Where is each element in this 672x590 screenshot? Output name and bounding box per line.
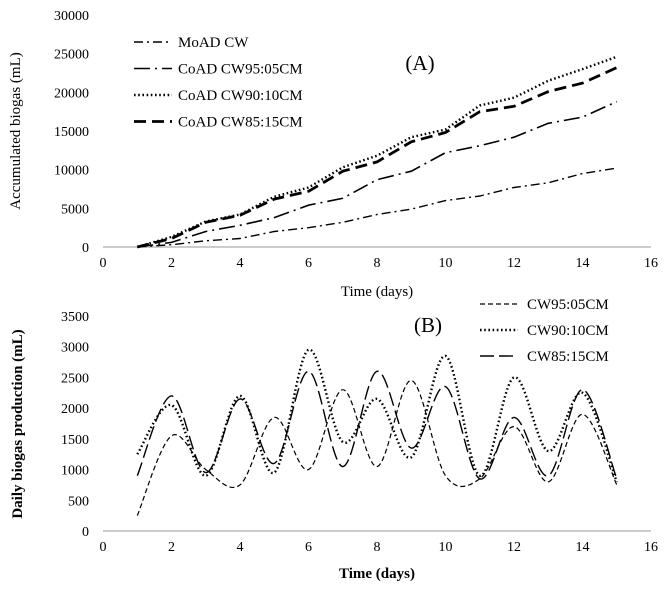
- y-tick-label: 0: [82, 525, 89, 540]
- y-tick-label: 500: [68, 494, 89, 509]
- panel-label: (A): [405, 51, 434, 75]
- y-tick-label: 20000: [54, 86, 89, 101]
- y-tick-label: 5000: [61, 202, 89, 217]
- y-tick-label: 3000: [61, 341, 89, 356]
- x-tick-label: 4: [237, 256, 244, 271]
- series-line: [136, 379, 618, 516]
- panel-a-accumulated-biogas: 0 2 4 6 8 10 12 14 16 0 5000 10000 15000 20000 25000 30…: [8, 9, 658, 300]
- x-tick-label: 16: [644, 540, 658, 555]
- x-tick-label: 14: [576, 540, 590, 555]
- legend-label: CoAD CW85:15CM: [178, 115, 303, 131]
- x-tick-label: 0: [100, 540, 107, 555]
- legend-label: CW85:15CM: [527, 349, 609, 365]
- x-tick-label: 0: [100, 256, 107, 271]
- x-tick-label: 10: [439, 540, 453, 555]
- series-line: [136, 66, 618, 249]
- series-line: [136, 370, 618, 480]
- y-tick-label: 1500: [61, 433, 89, 448]
- y-axis-title: Accumulated biogas (mL): [8, 52, 24, 209]
- x-tick-label: 6: [305, 540, 312, 555]
- series-line: [136, 55, 618, 249]
- panel-b-daily-biogas: 0 2 4 6 8 10 12 14 16 0 500 1000 1500 2000 2500 3000 350…: [10, 297, 658, 582]
- x-tick-label: 8: [374, 540, 381, 555]
- y-axis-title: Daily biogas production (mL): [10, 329, 26, 518]
- y-tick-label: 1000: [61, 464, 89, 479]
- panel-label: (B): [414, 313, 442, 337]
- x-tick-label: 6: [305, 256, 312, 271]
- x-tick-label: 2: [168, 540, 175, 555]
- x-tick-label: 14: [576, 256, 590, 271]
- x-axis-title: Time (days): [341, 284, 413, 300]
- y-tick-label: 2500: [61, 371, 89, 386]
- y-tick-label: 15000: [54, 125, 89, 140]
- y-tick-label: 2000: [61, 402, 89, 417]
- series-line: [137, 167, 617, 248]
- x-tick-label: 10: [439, 256, 453, 271]
- legend-label: CW90:10CM: [527, 323, 609, 339]
- y-tick-label: 0: [82, 241, 89, 256]
- legend-label: CoAD CW95:05CM: [178, 62, 303, 78]
- x-tick-label: 4: [237, 540, 244, 555]
- y-tick-label: 30000: [54, 9, 89, 24]
- y-tick-label: 25000: [54, 48, 89, 63]
- series-line: [136, 348, 618, 483]
- legend-label: CW95:05CM: [527, 297, 609, 313]
- legend-label: CoAD CW90:10CM: [178, 88, 303, 104]
- x-tick-label: 16: [644, 256, 658, 271]
- x-tick-label: 2: [168, 256, 175, 271]
- x-tick-label: 12: [507, 540, 521, 555]
- x-tick-label: 12: [507, 256, 521, 271]
- x-tick-label: 8: [374, 256, 381, 271]
- legend-label: MoAD CW: [178, 35, 249, 51]
- y-tick-label: 10000: [54, 164, 89, 179]
- y-tick-label: 3500: [61, 310, 89, 325]
- x-axis-title: Time (days): [339, 566, 415, 582]
